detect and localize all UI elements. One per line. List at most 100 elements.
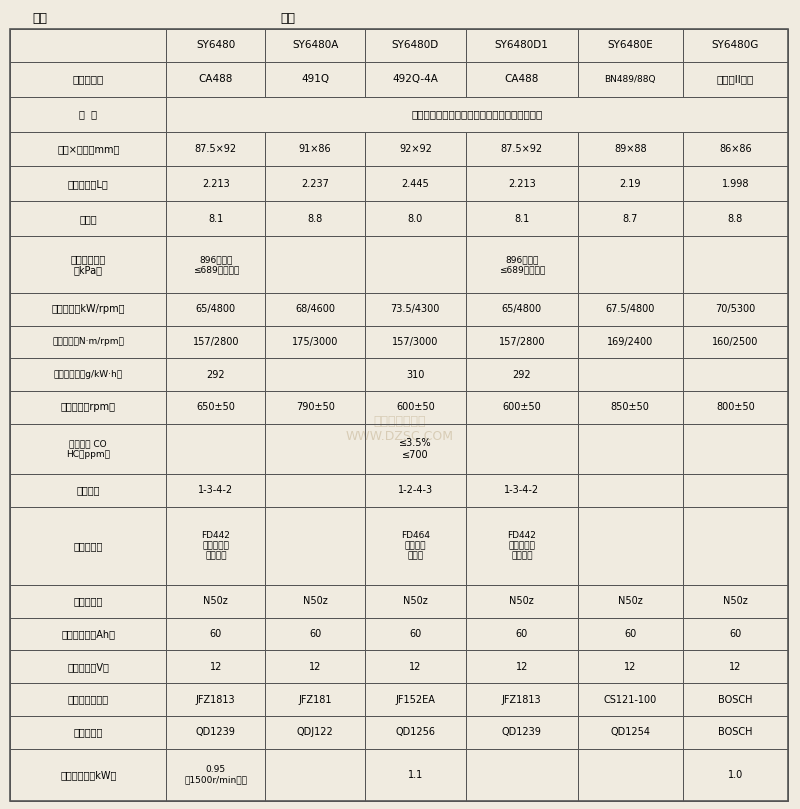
Bar — [10, 716, 166, 748]
Text: 工作顺序: 工作顺序 — [77, 485, 100, 495]
Bar — [266, 716, 365, 748]
Bar — [166, 29, 266, 61]
Text: 600±50: 600±50 — [502, 402, 541, 413]
Bar — [166, 748, 266, 801]
Text: QD1239: QD1239 — [502, 727, 542, 737]
Text: ≤3.5%
≤700: ≤3.5% ≤700 — [399, 438, 432, 460]
Text: SY6480D: SY6480D — [392, 40, 439, 50]
Bar — [578, 293, 683, 326]
Text: 1.0: 1.0 — [728, 769, 743, 780]
Text: 491Q: 491Q — [301, 74, 330, 84]
Bar — [683, 585, 788, 618]
Text: 800±50: 800±50 — [716, 402, 754, 413]
Bar — [365, 716, 466, 748]
Bar — [266, 236, 365, 293]
Text: BOSCH: BOSCH — [718, 727, 753, 737]
Text: 8.8: 8.8 — [728, 214, 743, 224]
Text: SY6480E: SY6480E — [607, 40, 653, 50]
Text: SY6480: SY6480 — [196, 40, 235, 50]
Text: 稳定怠速（rpm）: 稳定怠速（rpm） — [61, 402, 116, 413]
Bar — [365, 474, 466, 506]
Bar — [266, 748, 365, 801]
Text: 型  式: 型 式 — [79, 109, 98, 119]
Text: SY6480G: SY6480G — [712, 40, 759, 50]
Text: 表二: 表二 — [32, 12, 47, 25]
Text: 65/4800: 65/4800 — [196, 304, 236, 314]
Text: FD442
霍尔式无触
点点火系: FD442 霍尔式无触 点点火系 — [202, 531, 230, 561]
Text: 最低耗油率（g/kW·h）: 最低耗油率（g/kW·h） — [54, 371, 123, 379]
Bar — [365, 391, 466, 424]
Text: N50z: N50z — [723, 596, 748, 607]
Bar — [578, 201, 683, 236]
Bar — [683, 748, 788, 801]
Text: 交流发电机型号: 交流发电机型号 — [68, 695, 109, 705]
Bar — [466, 391, 578, 424]
Bar — [10, 474, 166, 506]
Text: 600±50: 600±50 — [396, 402, 434, 413]
Text: 157/2800: 157/2800 — [193, 337, 239, 347]
Text: 65/4800: 65/4800 — [502, 304, 542, 314]
Bar — [166, 716, 266, 748]
Text: 蓄电池型号: 蓄电池型号 — [74, 596, 103, 607]
Text: 电系电压（V）: 电系电压（V） — [67, 662, 109, 671]
Text: N50z: N50z — [302, 596, 327, 607]
Bar — [466, 585, 578, 618]
Text: JFZ181: JFZ181 — [298, 695, 332, 705]
Bar — [683, 391, 788, 424]
Bar — [365, 236, 466, 293]
Bar — [166, 391, 266, 424]
Text: 896（新）
≤689（在用）: 896（新） ≤689（在用） — [193, 255, 239, 274]
Bar — [683, 293, 788, 326]
Bar — [683, 683, 788, 716]
Bar — [683, 716, 788, 748]
Text: 60: 60 — [730, 629, 742, 639]
Bar — [578, 748, 683, 801]
Bar — [166, 618, 266, 650]
Text: QD1256: QD1256 — [395, 727, 435, 737]
Bar — [578, 618, 683, 650]
Bar — [466, 748, 578, 801]
Text: 1.1: 1.1 — [408, 769, 423, 780]
Bar — [466, 29, 578, 61]
Bar — [10, 650, 166, 683]
Bar — [166, 506, 266, 585]
Bar — [166, 683, 266, 716]
Text: 2.213: 2.213 — [508, 179, 536, 189]
Bar — [578, 61, 683, 97]
Text: 维库电子市场网
WWW.DZSC.COM: 维库电子市场网 WWW.DZSC.COM — [346, 415, 454, 443]
Text: 缸径×行程（mm）: 缸径×行程（mm） — [57, 144, 119, 154]
Bar — [10, 236, 166, 293]
Bar — [578, 716, 683, 748]
Text: 8.0: 8.0 — [408, 214, 423, 224]
Text: FD464
磁感应式
无触点: FD464 磁感应式 无触点 — [401, 531, 430, 561]
Text: 2.213: 2.213 — [202, 179, 230, 189]
Bar — [365, 293, 466, 326]
Text: 2.445: 2.445 — [402, 179, 430, 189]
Bar — [683, 29, 788, 61]
Bar — [10, 167, 166, 201]
Text: 霍尔顿II系列: 霍尔顿II系列 — [717, 74, 754, 84]
Bar — [10, 293, 166, 326]
Bar — [578, 391, 683, 424]
Bar — [466, 683, 578, 716]
Bar — [365, 650, 466, 683]
Text: N50z: N50z — [403, 596, 428, 607]
Text: 12: 12 — [515, 662, 528, 671]
Bar — [365, 326, 466, 358]
Bar — [166, 167, 266, 201]
Bar — [266, 132, 365, 167]
Bar — [166, 474, 266, 506]
Bar — [365, 132, 466, 167]
Text: BOSCH: BOSCH — [718, 695, 753, 705]
Bar — [466, 201, 578, 236]
Bar — [466, 61, 578, 97]
Text: 工作容积（L）: 工作容积（L） — [68, 179, 109, 189]
Bar — [466, 618, 578, 650]
Text: 91×86: 91×86 — [299, 144, 331, 154]
Text: 点火分电器: 点火分电器 — [74, 541, 103, 551]
Bar — [466, 650, 578, 683]
Bar — [266, 618, 365, 650]
Text: 压缩比: 压缩比 — [79, 214, 97, 224]
Bar — [166, 650, 266, 683]
Bar — [683, 201, 788, 236]
